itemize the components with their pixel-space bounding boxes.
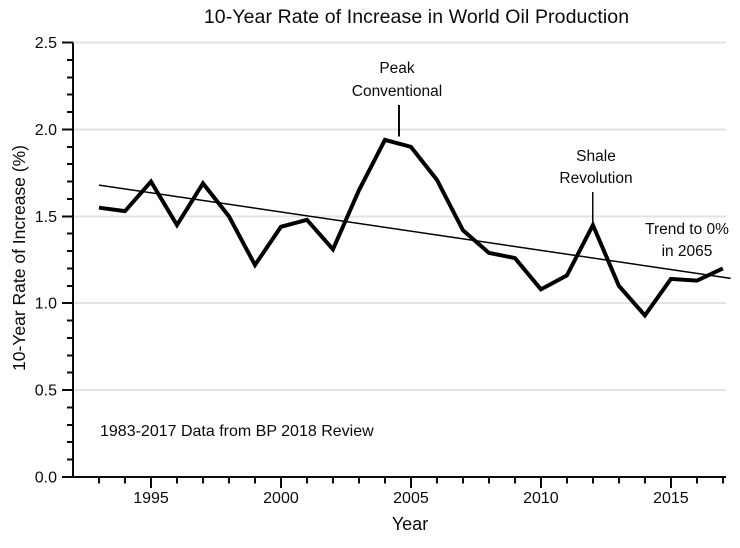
y-tick-label: 1.5 <box>35 209 57 226</box>
annotation-trend-to-zero: Trend to 0% in 2065 <box>587 219 740 262</box>
x-tick-label: 1995 <box>133 490 169 507</box>
y-axis-title: 10-Year Rate of Increase (%) <box>9 145 29 371</box>
x-axis-title: Year <box>391 514 429 534</box>
data-source-note: 1983-2017 Data from BP 2018 Review <box>100 423 374 440</box>
x-tick-label: 2005 <box>393 490 429 507</box>
y-tick-label: 2.5 <box>35 35 57 52</box>
x-tick-label: 2010 <box>523 490 559 507</box>
annotation-peak-conventional: Peak Conventional <box>297 58 497 103</box>
x-tick-label: 2000 <box>263 490 299 507</box>
y-tick-label: 2.0 <box>35 122 57 139</box>
chart-title: 10-Year Rate of Increase in World Oil Pr… <box>203 6 630 28</box>
annotation-line: Shale <box>576 148 616 165</box>
trend-line <box>98 184 731 280</box>
annotation-line: in 2065 <box>661 242 713 260</box>
data-series-line <box>98 137 724 319</box>
y-tick-label: 1.0 <box>35 296 57 313</box>
annotation-line: Conventional <box>351 82 443 100</box>
x-tick-label: 2015 <box>653 490 689 507</box>
y-tick-label: 0.0 <box>35 470 57 487</box>
annotation-line: Peak <box>379 60 415 77</box>
annotation-line: Trend to 0% <box>645 221 729 238</box>
annotation-shale-revolution: Shale Revolution <box>496 146 696 190</box>
y-tick-label: 0.5 <box>35 383 57 400</box>
annotation-line: Revolution <box>559 170 633 187</box>
